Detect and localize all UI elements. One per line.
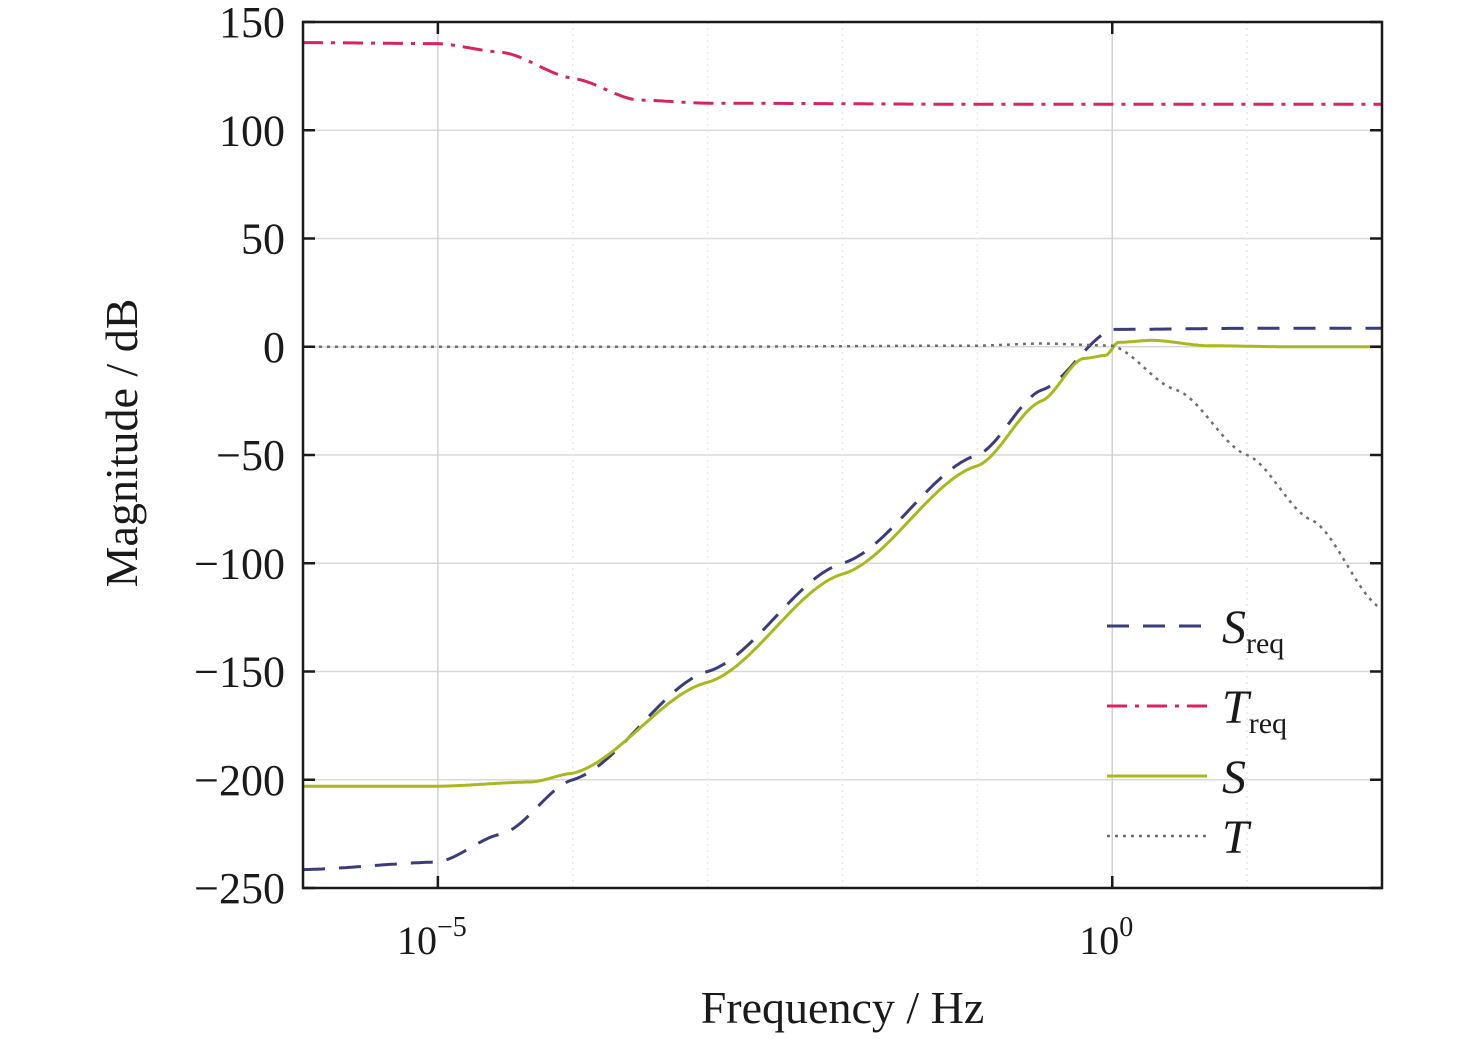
- y-tick-label: −150: [194, 648, 285, 697]
- plot-series: [302, 41, 1383, 872]
- y-tick-label: −250: [194, 864, 285, 913]
- series-line-t-req: [303, 41, 1382, 106]
- legend-label-s: S: [1222, 751, 1246, 804]
- legend-label-s-req: Sreq: [1222, 601, 1284, 660]
- x-tick-label: 10−5: [397, 912, 467, 963]
- legend: Sreq Treq ST: [1107, 601, 1287, 864]
- y-tick-labels: 150 100 50 0 −50 −100 −150 −200 −250: [194, 0, 285, 913]
- series-line-t: [303, 342, 1383, 610]
- y-tick-label: −100: [194, 539, 285, 588]
- x-tick-labels: 10−5 100: [397, 912, 1133, 963]
- y-tick-label: −200: [194, 756, 285, 805]
- legend-label-t: T: [1222, 811, 1252, 864]
- y-tick-label: 50: [241, 215, 285, 264]
- x-axis-title: Frequency / Hz: [701, 982, 985, 1033]
- legend-label-t-req: Treq: [1222, 681, 1287, 740]
- grid-lines: [303, 22, 1382, 888]
- y-tick-label: 150: [219, 0, 285, 47]
- y-tick-label: 100: [219, 106, 285, 155]
- series-line-s: [303, 338, 1382, 788]
- y-tick-label: 0: [263, 323, 285, 372]
- x-tick-label: 100: [1079, 912, 1133, 963]
- axis-ticks: [303, 20, 1382, 890]
- y-axis-title: Magnitude / dB: [96, 299, 147, 588]
- series-line-s-req: [302, 326, 1382, 872]
- y-tick-label: −50: [216, 431, 285, 480]
